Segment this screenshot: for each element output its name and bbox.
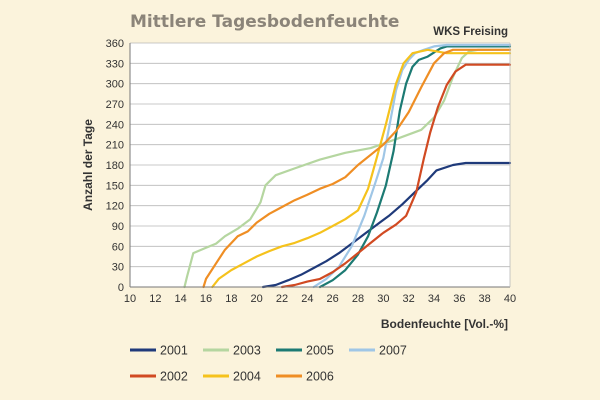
y-tick-label: 210 bbox=[106, 140, 124, 152]
y-tick-label: 270 bbox=[106, 99, 124, 111]
y-tick-label: 120 bbox=[106, 201, 124, 213]
x-tick-label: 14 bbox=[175, 293, 187, 305]
series-line-2006 bbox=[202, 48, 512, 289]
x-tick-label: 38 bbox=[479, 293, 491, 305]
y-axis-label: Anzahl der Tage bbox=[81, 119, 95, 211]
series-group bbox=[183, 43, 512, 289]
y-tick-label: 0 bbox=[118, 282, 124, 294]
x-tick-label: 20 bbox=[251, 293, 263, 305]
x-tick-label: 10 bbox=[124, 293, 136, 305]
x-tick-label: 40 bbox=[504, 293, 516, 305]
y-tick-label: 300 bbox=[106, 79, 124, 91]
series-line-2004 bbox=[211, 48, 512, 289]
series-line-2002 bbox=[280, 63, 512, 289]
tick-labels: 0 30 60 90 120 150 180 210 240 270 300 330 360 10 12 14… bbox=[106, 38, 516, 305]
y-tick-label: 30 bbox=[112, 262, 124, 274]
legend-label-2007: 2007 bbox=[379, 344, 407, 358]
y-tick-label: 240 bbox=[106, 119, 124, 131]
x-tick-label: 30 bbox=[377, 293, 389, 305]
x-tick-label: 26 bbox=[327, 293, 339, 305]
legend-label-2005: 2005 bbox=[306, 344, 334, 358]
legend-label-2002: 2002 bbox=[160, 370, 188, 384]
x-tick-label: 34 bbox=[428, 293, 440, 305]
y-tick-label: 90 bbox=[112, 221, 124, 233]
legend: 2001 2003 2005 2007 2002 2004 2006 bbox=[130, 344, 407, 384]
axes bbox=[129, 43, 511, 288]
x-axis-label: Bodenfeuchte [Vol.-%] bbox=[381, 317, 508, 331]
x-tick-label: 36 bbox=[453, 293, 465, 305]
x-tick-label: 22 bbox=[276, 293, 288, 305]
x-tick-label: 18 bbox=[225, 293, 237, 305]
x-tick-label: 16 bbox=[200, 293, 212, 305]
x-tick-label: 32 bbox=[403, 293, 415, 305]
legend-label-2001: 2001 bbox=[160, 344, 188, 358]
legend-label-2006: 2006 bbox=[306, 370, 334, 384]
x-tick-label: 12 bbox=[149, 293, 161, 305]
y-tick-label: 150 bbox=[106, 180, 124, 192]
y-tick-label: 180 bbox=[106, 160, 124, 172]
x-tick-label: 28 bbox=[352, 293, 364, 305]
series-line-2007 bbox=[312, 43, 512, 289]
legend-label-2004: 2004 bbox=[233, 370, 261, 384]
y-tick-label: 360 bbox=[106, 38, 124, 50]
chart-subtitle: WKS Freising bbox=[433, 26, 508, 38]
y-tick-label: 330 bbox=[106, 58, 124, 70]
legend-label-2003: 2003 bbox=[233, 344, 261, 358]
x-tick-label: 24 bbox=[301, 293, 313, 305]
y-tick-label: 60 bbox=[112, 241, 124, 253]
chart-title: Mittlere Tagesbodenfeuchte bbox=[130, 12, 399, 32]
